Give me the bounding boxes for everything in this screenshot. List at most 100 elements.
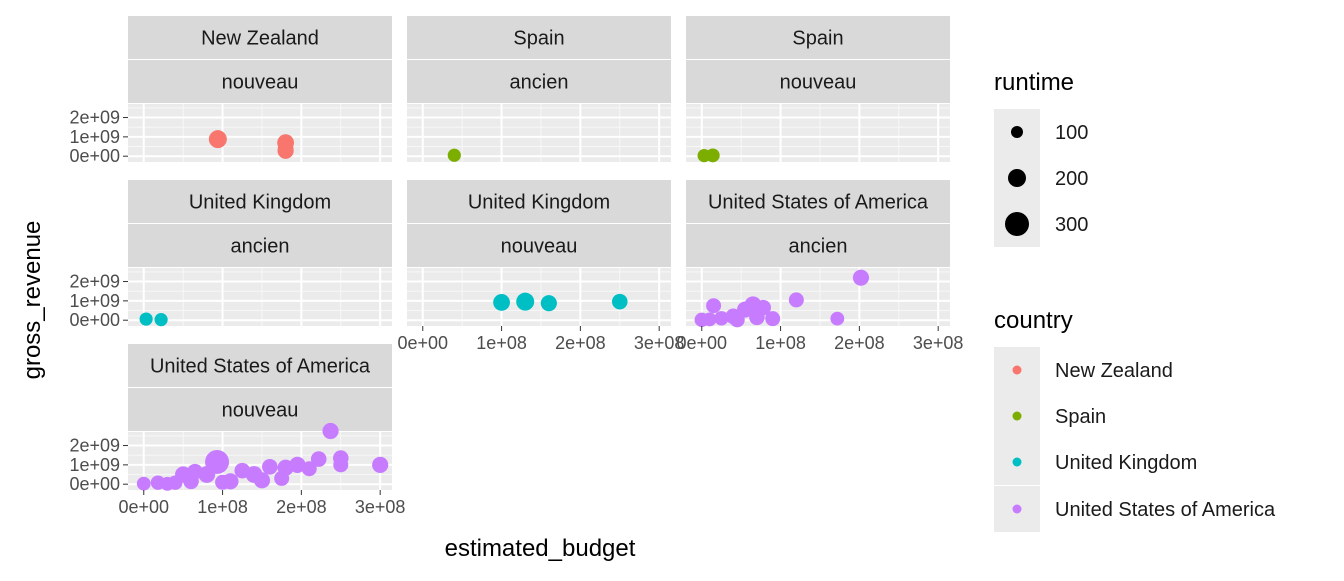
color-legend-label: New Zealand	[1055, 360, 1173, 382]
facet-strip-top	[407, 16, 671, 59]
facet-strip-top	[686, 180, 950, 223]
facet-strip-bottom-label: nouveau	[780, 72, 857, 94]
data-point	[706, 298, 722, 314]
y-tick-label: 2e+09	[69, 272, 120, 292]
facet-strip-bottom-label: nouveau	[222, 400, 299, 422]
size-legend-key	[1005, 212, 1029, 236]
size-legend-label: 300	[1055, 214, 1088, 236]
facet-strip-top	[686, 16, 950, 59]
facet-strip-bottom-label: nouveau	[501, 236, 578, 258]
data-point	[852, 269, 870, 286]
color-legend-key	[1012, 411, 1022, 421]
size-legend-key	[1008, 169, 1026, 187]
data-point	[714, 311, 729, 326]
data-point	[215, 474, 231, 490]
data-point	[289, 456, 306, 473]
size-legend-label: 200	[1055, 168, 1088, 190]
facet-strip-bottom-label: nouveau	[222, 72, 299, 94]
data-point	[372, 456, 389, 473]
data-point	[788, 292, 804, 308]
data-point	[705, 148, 720, 163]
facet-strip-bottom-label: ancien	[789, 236, 848, 258]
x-tick-label: 1e+08	[755, 333, 806, 353]
data-point	[208, 130, 227, 149]
data-point	[540, 295, 557, 312]
facet-strip-top-label: New Zealand	[201, 28, 319, 50]
color-legend-label: United Kingdom	[1055, 452, 1197, 474]
x-tick-label: 3e+08	[913, 333, 964, 353]
x-tick-label: 0e+00	[397, 333, 448, 353]
data-point	[168, 475, 183, 490]
x-tick-label: 0e+00	[118, 497, 169, 517]
x-tick-label: 1e+08	[476, 333, 527, 353]
color-legend-key	[1012, 365, 1022, 375]
data-point	[749, 309, 765, 326]
facet-strip-bottom	[686, 60, 950, 103]
facet-strip-top	[128, 180, 392, 223]
facet-strip-top	[407, 180, 671, 223]
panel-background	[407, 268, 671, 326]
facet-strip-top-label: United States of America	[708, 192, 929, 214]
data-point	[322, 422, 339, 440]
data-point	[333, 457, 349, 473]
panel-background	[128, 104, 392, 162]
facet-strip-bottom	[407, 224, 671, 267]
data-point	[702, 312, 717, 327]
x-tick-label: 2e+08	[276, 497, 327, 517]
facet-strip-top-label: United Kingdom	[468, 192, 610, 214]
y-tick-label: 2e+09	[69, 108, 120, 128]
facet-strip-top	[128, 16, 392, 59]
x-tick-label: 3e+08	[634, 333, 685, 353]
data-point	[765, 311, 781, 327]
data-point	[516, 292, 535, 311]
data-point	[493, 294, 510, 311]
x-tick-label: 1e+08	[197, 497, 248, 517]
y-tick-label: 0e+00	[69, 310, 120, 330]
data-point	[154, 313, 168, 327]
data-point	[310, 451, 327, 467]
data-point	[611, 293, 628, 310]
data-point	[830, 311, 845, 326]
x-tick-label: 2e+08	[834, 333, 885, 353]
y-tick-label: 2e+09	[69, 436, 120, 456]
facet-strip-top-label: United States of America	[150, 356, 371, 378]
data-point	[301, 461, 317, 477]
data-point	[205, 449, 230, 474]
size-legend-label: 100	[1055, 122, 1088, 144]
y-axis-title: gross_revenue	[19, 221, 46, 380]
facet-strip-bottom	[128, 224, 392, 267]
y-tick-label: 1e+09	[69, 455, 120, 475]
size-legend-title: runtime	[994, 69, 1074, 96]
panel-background	[128, 268, 392, 326]
data-point	[183, 473, 199, 490]
data-point	[136, 476, 151, 491]
facet-strip-bottom	[128, 60, 392, 103]
facet-strip-top-label: United Kingdom	[189, 192, 331, 214]
x-tick-label: 3e+08	[355, 497, 406, 517]
y-tick-label: 1e+09	[69, 291, 120, 311]
color-legend-label: Spain	[1055, 406, 1106, 428]
y-tick-label: 1e+09	[69, 127, 120, 147]
y-tick-label: 0e+00	[69, 146, 120, 166]
panel-background	[686, 104, 950, 162]
color-legend-title: country	[994, 307, 1073, 334]
y-tick-label: 0e+00	[69, 474, 120, 494]
color-legend-label: United States of America	[1055, 499, 1276, 521]
data-point	[262, 459, 278, 475]
facet-strip-top-label: Spain	[513, 28, 564, 50]
data-point	[729, 312, 745, 328]
size-legend-key	[1011, 126, 1023, 138]
facet-strip-bottom	[686, 224, 950, 267]
facet-strip-top-label: Spain	[792, 28, 843, 50]
facet-strip-bottom	[128, 388, 392, 431]
color-legend-key	[1012, 504, 1022, 514]
x-axis-title: estimated_budget	[445, 535, 636, 562]
panel-background	[407, 104, 671, 162]
facet-strip-bottom-label: ancien	[231, 236, 290, 258]
data-point	[447, 148, 461, 162]
facet-strip-top	[128, 344, 392, 387]
facet-strip-bottom-label: ancien	[510, 72, 569, 94]
x-tick-label: 2e+08	[555, 333, 606, 353]
